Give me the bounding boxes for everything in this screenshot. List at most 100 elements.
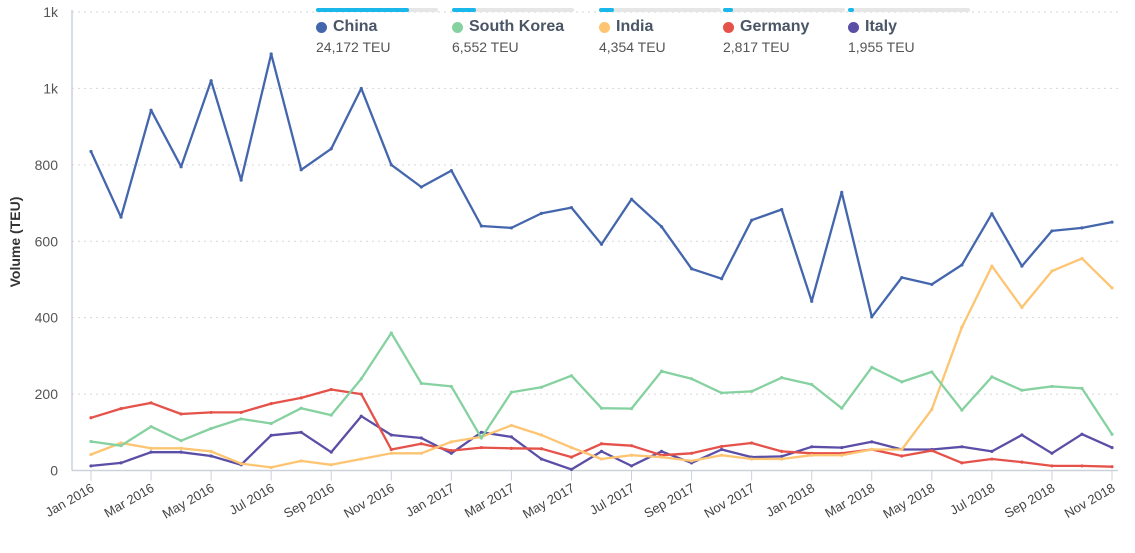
data-point-south-korea [329,413,333,417]
data-point-italy [449,451,453,455]
data-point-south-korea [659,369,664,373]
data-point-india [449,440,453,444]
legend-dot-icon [848,21,859,33]
data-point-india [990,264,994,268]
data-point-india [960,325,964,329]
x-tick-label: Mar 2016 [101,480,156,520]
legend-dot-icon [599,21,610,33]
data-point-south-korea [209,426,213,431]
data-point-india [209,449,213,453]
data-point-china [449,168,453,173]
data-point-china [689,267,694,271]
x-tick-label: Mar 2018 [822,480,877,520]
data-point-india [720,453,724,457]
data-point-italy [659,449,664,453]
legend-label: Germany [740,18,810,35]
data-point-india [569,445,574,450]
data-point-south-korea [299,406,303,410]
x-tick-label: Jul 2018 [947,480,997,518]
data-point-india [1080,256,1084,261]
data-point-china [209,79,213,83]
legend-total: 1,955 TEU [848,39,915,55]
data-point-germany [750,441,754,445]
data-point-india [810,453,814,457]
share-bar [848,8,970,12]
data-point-italy [479,430,483,434]
y-tick-label: 200 [35,386,59,402]
data-point-china [419,185,423,189]
data-point-italy [179,450,183,454]
data-point-germany [599,442,604,446]
data-point-china [539,211,544,215]
data-point-south-korea [1020,388,1024,392]
data-point-india [89,452,93,457]
data-point-india [870,447,874,452]
data-point-china [720,277,724,281]
data-point-italy [780,454,784,458]
data-point-germany [89,416,93,420]
data-point-italy [1080,432,1084,436]
data-point-india [539,433,544,437]
data-point-south-korea [449,384,453,389]
data-point-india [930,407,934,411]
data-point-south-korea [689,377,694,381]
data-point-china [930,282,934,287]
data-point-india [1020,305,1024,309]
share-bar-fill [316,8,409,12]
data-point-italy [629,464,634,468]
data-point-south-korea [840,406,844,410]
data-point-india [299,459,303,463]
data-point-south-korea [1080,386,1084,390]
data-point-south-korea [569,374,574,378]
y-tick-label: 1k [43,80,59,96]
data-point-germany [990,457,994,461]
data-point-china [1080,226,1084,230]
data-point-germany [179,412,183,416]
legend-label: South Korea [469,18,565,35]
data-point-south-korea [539,385,544,389]
data-point-china [599,242,604,246]
x-tick-label: Jan 2017 [403,480,457,520]
share-bar-fill [848,8,855,12]
legend-item-india[interactable]: India 4,354 TEU [599,8,721,55]
data-point-china [569,206,574,210]
data-point-germany [149,401,153,405]
data-point-germany [960,461,964,465]
data-point-south-korea [1110,432,1114,436]
legend-item-germany[interactable]: Germany 2,817 TEU [723,8,845,55]
data-point-germany [569,455,574,459]
data-point-south-korea [750,389,754,394]
legend-item-south-korea[interactable]: South Korea 6,552 TEU [452,8,574,55]
x-tick-label: Sep 2017 [641,480,697,521]
data-point-south-korea [599,406,604,410]
data-point-italy [509,435,514,439]
data-point-germany [419,442,423,446]
data-point-india [419,451,423,455]
share-bar [599,8,721,12]
data-point-china [990,212,994,216]
data-point-china [119,215,123,219]
data-point-germany [119,407,123,411]
data-point-south-korea [780,376,784,380]
data-point-south-korea [179,439,183,443]
data-point-india [840,453,844,457]
x-tick-label: Sep 2018 [1002,480,1058,521]
data-point-india [900,447,904,452]
data-point-germany [1080,464,1084,468]
data-point-south-korea [89,439,93,444]
x-tick-label: Nov 2017 [701,480,757,521]
legend-item-italy[interactable]: Italy 1,955 TEU [848,8,970,55]
data-point-germany [299,396,303,400]
data-point-india [389,451,393,455]
legend-item-china[interactable]: China 24,172 TEU [316,8,438,55]
data-point-china [1110,220,1114,224]
series-line-india [90,257,1113,469]
share-bar [452,8,574,12]
x-tick-label: Jan 2016 [43,480,97,520]
x-tick-label: Mar 2017 [462,480,517,520]
x-tick-label: Jul 2016 [227,480,277,518]
data-point-south-korea [629,407,634,411]
data-point-germany [269,402,273,406]
data-point-italy [119,461,123,465]
data-point-india [659,455,664,459]
